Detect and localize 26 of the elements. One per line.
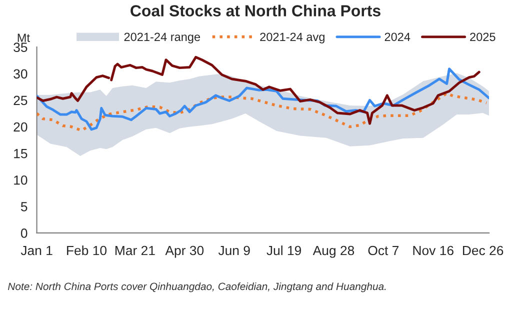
chart-title: Coal Stocks at North China Ports [130, 4, 380, 16]
legend-label: 2024 [384, 32, 410, 42]
x-tick-label: Oct 7 [368, 246, 399, 256]
y-tick-label: 5 [20, 202, 28, 212]
x-tick-label: Jul 19 [266, 245, 302, 256]
legend-label: 2021-24 avg [260, 32, 324, 44]
y-tick-label: 35 [14, 42, 28, 52]
y-axis-title: Mt [18, 34, 30, 42]
x-tick-label: Aug 28 [312, 246, 354, 258]
text: Note: North China Ports cover Qinhuangdao, Caofeidian, Jingtang and Huanghua. [8, 282, 386, 292]
x-tick-label: Feb 10 [67, 245, 107, 256]
x-tick-label: Mar 21 [115, 246, 155, 256]
y-tick-label: 25 [14, 96, 28, 106]
legend-label: 2025 [470, 32, 496, 42]
line-series [36, 92, 488, 132]
x-tick-label: Apr 30 [165, 246, 204, 258]
x-tick-label: Jun 9 [218, 246, 250, 256]
x-tick-label: Jan 1 [20, 246, 52, 256]
x-tick-label: Nov 16 [413, 246, 454, 256]
y-tick-label: 0 [20, 228, 28, 238]
y-tick-label: 15 [14, 149, 28, 158]
y-tick-label: 10 [14, 175, 28, 185]
y-tick-label: 30 [14, 69, 28, 79]
legend-label: 2021-24 range [124, 32, 200, 44]
x-tick-label: Dec 26 [462, 246, 504, 256]
y-tick-label: 20 [14, 122, 28, 132]
